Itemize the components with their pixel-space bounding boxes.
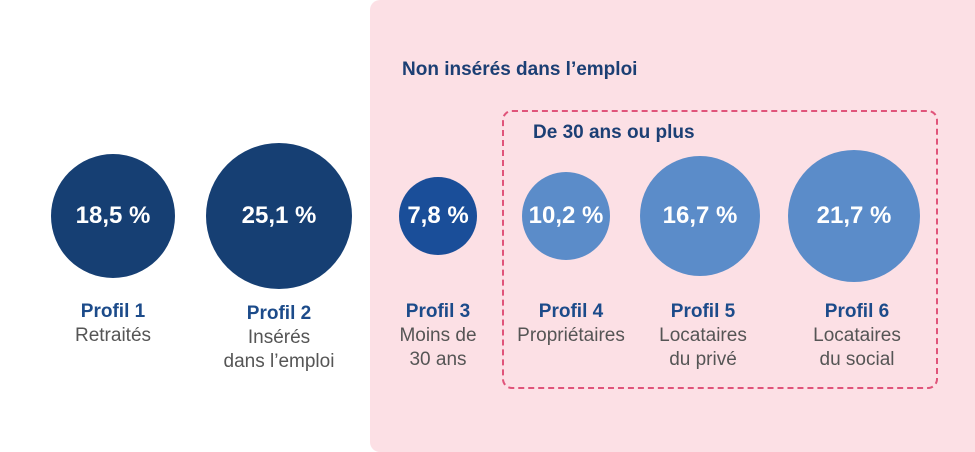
profil-2-desc-line-2: dans l’emploi [223, 351, 335, 372]
profil-1-bubble: 18,5 % [51, 154, 175, 278]
trente-plus-group-title: De 30 ans ou plus [533, 122, 695, 143]
profil-6-value: 21,7 % [816, 202, 892, 229]
profil-3-value: 7,8 % [407, 202, 469, 229]
profil-1-name: Profil 1 [80, 301, 146, 322]
profil-5-value: 16,7 % [662, 202, 738, 229]
profil-5-desc-line-2: du privé [669, 349, 737, 370]
profil-5-desc-line-1: Locataires [659, 325, 747, 346]
profil-5-bubble: 16,7 % [640, 156, 760, 276]
profil-2-name: Profil 2 [246, 303, 312, 324]
profil-4-bubble: 10,2 % [522, 172, 610, 260]
profil-2-label: Profil 2 Insérés dans l’emploi [209, 302, 349, 374]
profil-1-desc-line-1: Retraités [74, 325, 152, 346]
profil-3-desc-line-1: Moins de [399, 325, 477, 346]
profil-4-name: Profil 4 [538, 301, 604, 322]
profil-5-name: Profil 5 [670, 301, 736, 322]
trente-plus-group-box [502, 110, 938, 389]
profil-1-label: Profil 1 Retraités [43, 300, 183, 348]
profil-6-desc-line-1: Locataires [813, 325, 901, 346]
profil-3-name: Profil 3 [405, 301, 471, 322]
profil-2-value: 25,1 % [241, 202, 317, 229]
profil-6-label: Profil 6 Locataires du social [787, 300, 927, 372]
non-inseres-group-title: Non insérés dans l’emploi [402, 59, 638, 80]
profil-4-label: Profil 4 Propriétaires [501, 300, 641, 348]
profil-3-bubble: 7,8 % [399, 177, 477, 255]
profil-5-label: Profil 5 Locataires du privé [633, 300, 773, 372]
profil-2-desc-line-1: Insérés [247, 327, 311, 348]
profil-1-value: 18,5 % [75, 202, 151, 229]
profil-4-value: 10,2 % [528, 202, 604, 229]
profil-3-label: Profil 3 Moins de 30 ans [368, 300, 508, 372]
profil-6-name: Profil 6 [824, 301, 890, 322]
profil-6-desc-line-2: du social [819, 349, 895, 370]
profil-2-bubble: 25,1 % [206, 143, 352, 289]
profil-3-desc-line-2: 30 ans [409, 349, 467, 370]
profil-4-desc-line-1: Propriétaires [517, 325, 625, 346]
profil-6-bubble: 21,7 % [788, 150, 920, 282]
